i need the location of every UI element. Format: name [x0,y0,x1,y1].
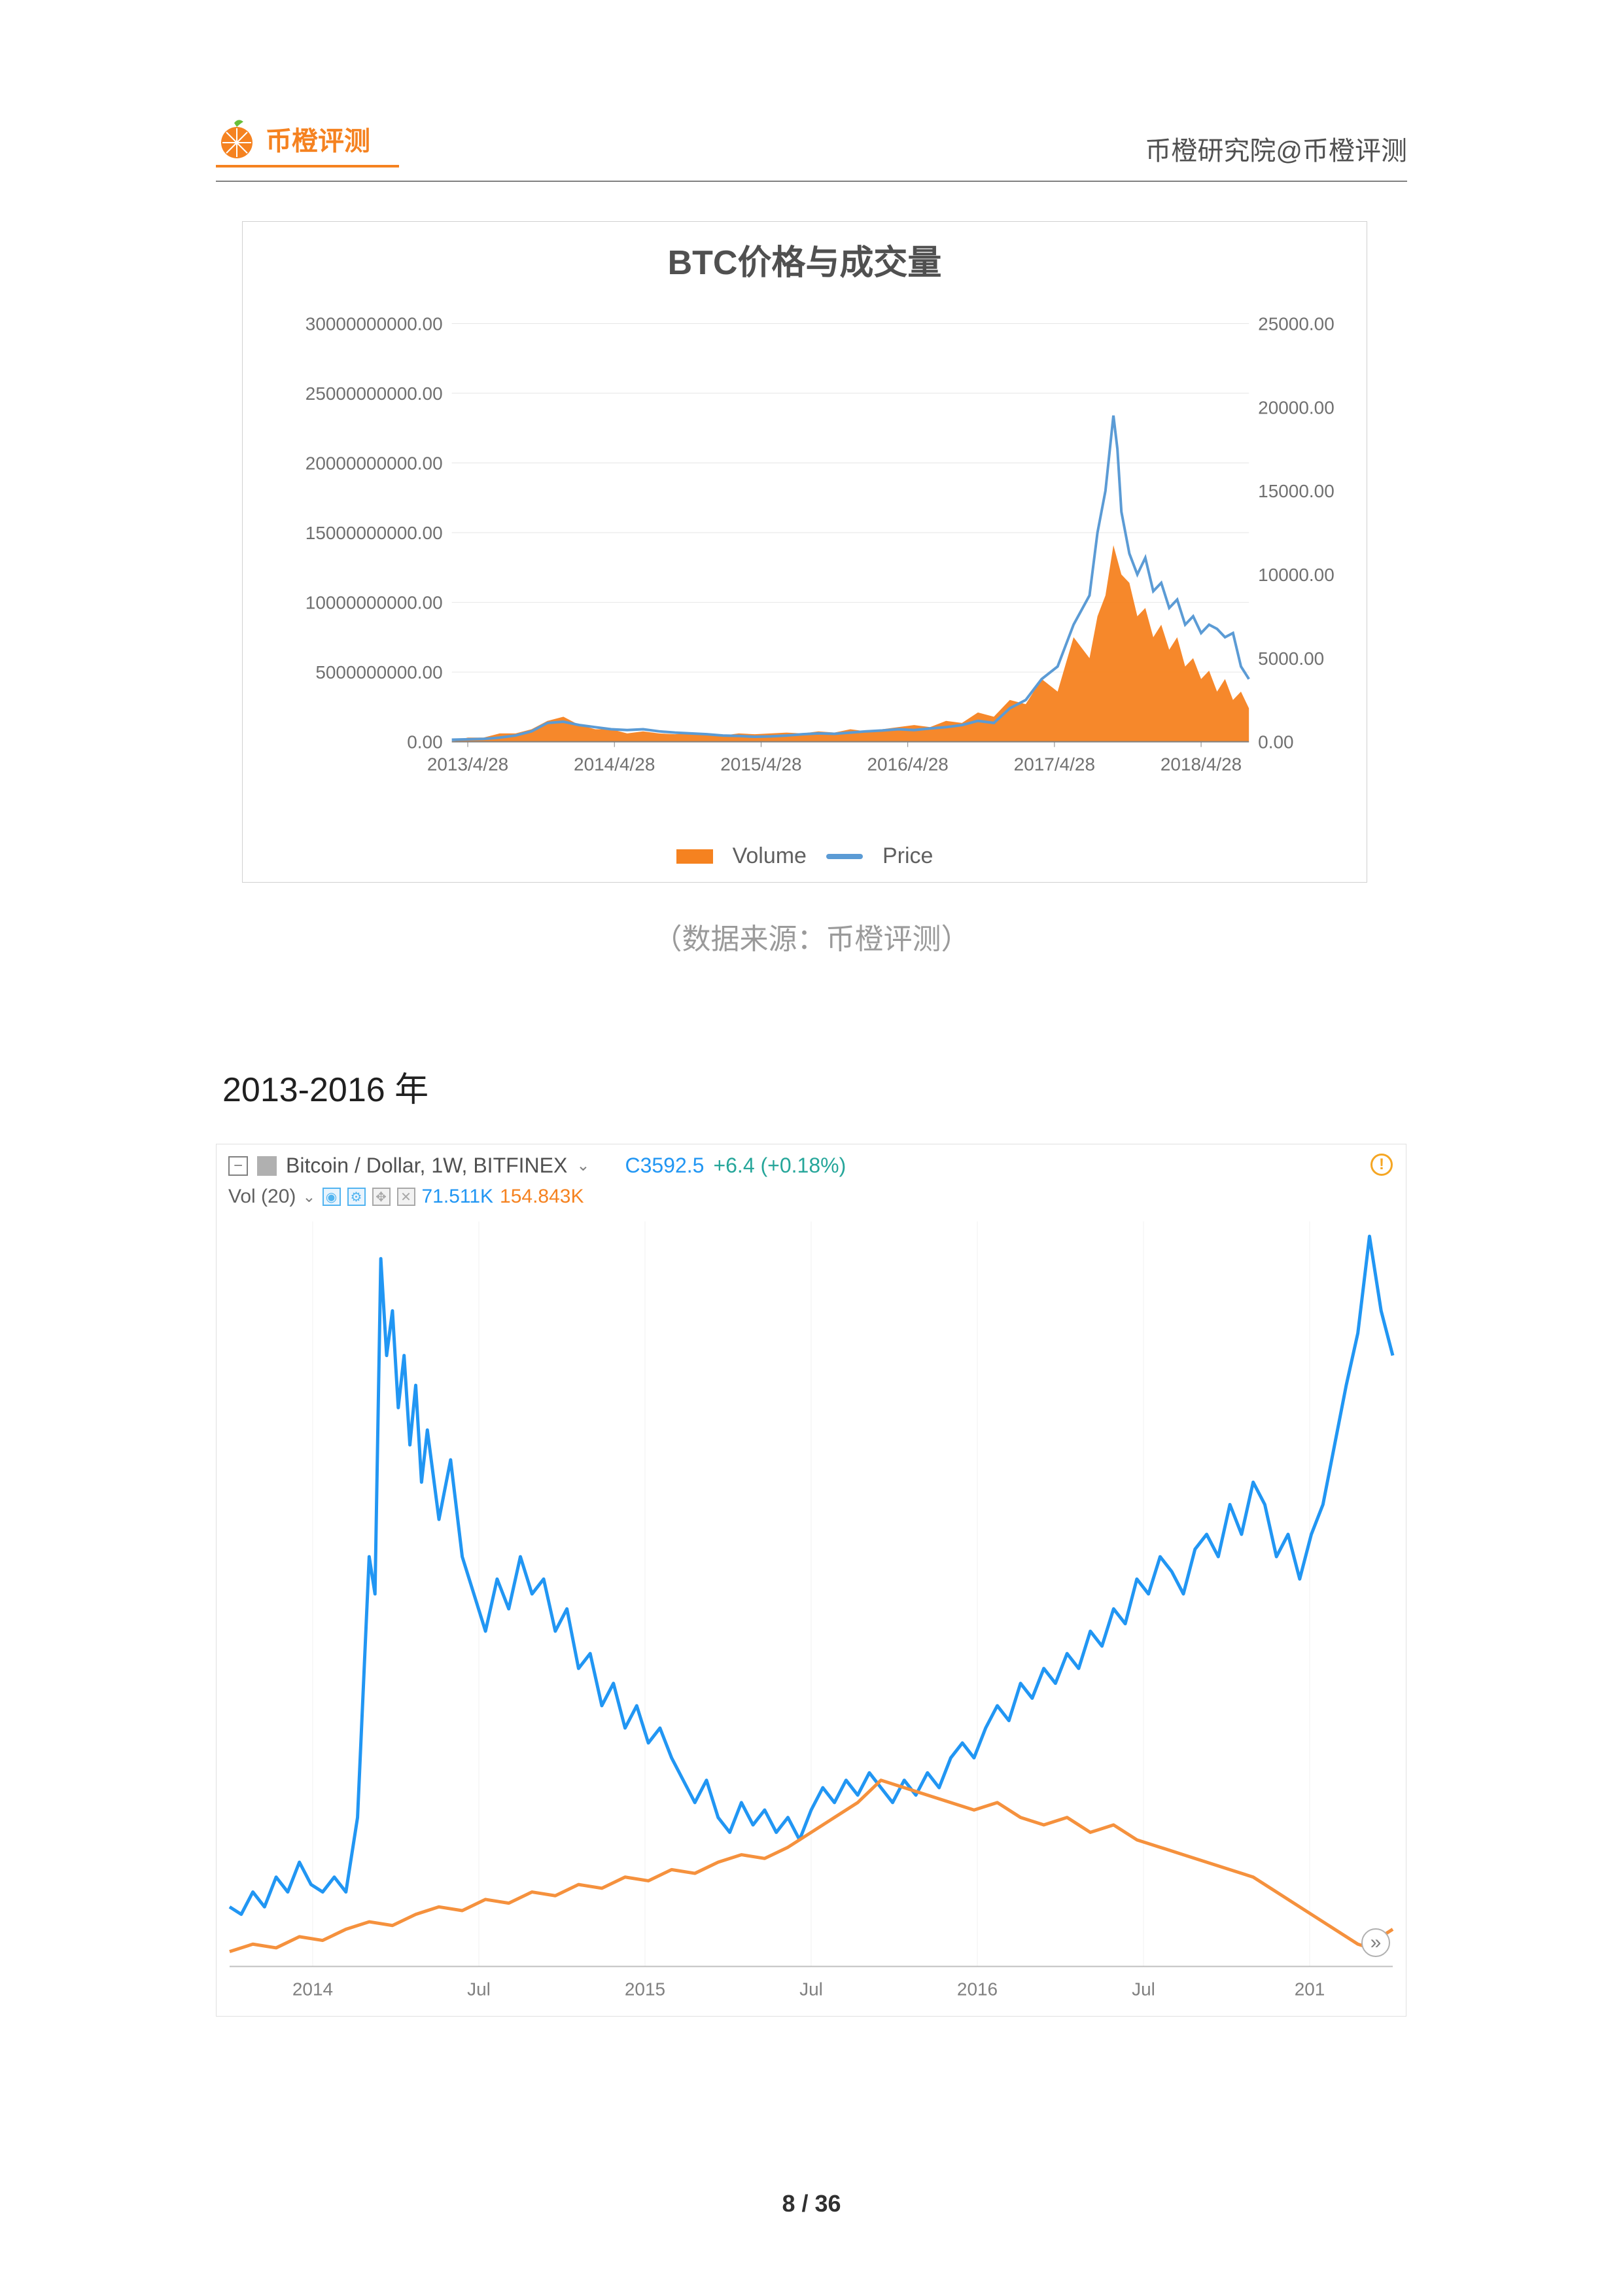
settings-icon[interactable]: ⚙ [347,1188,366,1206]
svg-text:2015: 2015 [625,1979,665,1999]
svg-text:2016: 2016 [957,1979,998,1999]
logo-block: 币橙评测 [216,118,399,168]
legend-label-volume: Volume [733,843,807,869]
pair-label[interactable]: Bitcoin / Dollar, 1W, BITFINEX [286,1154,567,1178]
chart2-subheader: Vol (20) ⌄ ◉ ⚙ ✥ ✕ 71.511K 154.843K [217,1182,1406,1214]
svg-text:2015/4/28: 2015/4/28 [720,754,801,775]
svg-text:25000.00: 25000.00 [1258,313,1335,334]
svg-text:0.00: 0.00 [407,732,442,752]
svg-text:15000000000.00: 15000000000.00 [305,523,443,543]
svg-text:2013/4/28: 2013/4/28 [427,754,508,775]
header-divider [216,181,1407,182]
move-icon[interactable]: ✥ [372,1188,391,1206]
svg-text:20000.00: 20000.00 [1258,397,1335,417]
chart2-svg: 2014 Jul 2015 Jul 2016 Jul 201 [217,1214,1406,2013]
legend-label-price: Price [882,843,933,869]
svg-text:2016/4/28: 2016/4/28 [867,754,948,775]
page-total: 36 [815,2190,841,2217]
chart2-header: − Bitcoin / Dollar, 1W, BITFINEX ⌄ C3592… [217,1144,1406,1182]
vol-value-a: 71.511K [422,1186,494,1208]
scroll-right-icon[interactable]: » [1361,1928,1390,1957]
chevron-down-icon[interactable]: ⌄ [302,1188,315,1207]
svg-text:Jul: Jul [1132,1979,1155,1999]
svg-text:30000000000.00: 30000000000.00 [305,313,443,334]
change-abs: +6.4 [713,1154,754,1177]
logo-text: 币橙评测 [266,120,370,158]
svg-text:2014: 2014 [292,1979,333,1999]
page-sep: / [795,2190,814,2217]
close-value: 3592.5 [640,1154,705,1177]
svg-text:5000.00: 5000.00 [1258,648,1324,669]
legend-swatch-price [826,854,863,859]
orange-logo-icon [216,118,258,160]
page-footer: 8 / 36 [0,2190,1623,2217]
chart2-container: − Bitcoin / Dollar, 1W, BITFINEX ⌄ C3592… [216,1144,1406,2017]
chart1-title: BTC价格与成交量 [262,235,1347,284]
alert-icon[interactable]: ! [1370,1154,1393,1176]
chevron-down-icon[interactable]: ⌄ [576,1156,589,1175]
header-right-text: 币橙研究院@币橙评测 [1145,130,1407,168]
change-pct: (+0.18%) [761,1154,846,1177]
svg-text:10000000000.00: 10000000000.00 [305,593,443,613]
svg-text:15000.00: 15000.00 [1258,481,1335,501]
svg-text:2014/4/28: 2014/4/28 [574,754,655,775]
collapse-toggle-icon[interactable]: − [228,1156,248,1176]
svg-text:0.00: 0.00 [1258,732,1293,752]
svg-text:10000.00: 10000.00 [1258,565,1335,585]
legend-swatch-volume [676,849,713,864]
svg-text:2017/4/28: 2017/4/28 [1014,754,1095,775]
svg-text:Jul: Jul [467,1979,491,1999]
svg-text:5000000000.00: 5000000000.00 [315,662,442,682]
close-icon[interactable]: ✕ [397,1188,415,1206]
svg-text:20000000000.00: 20000000000.00 [305,453,443,474]
vol-value-b: 154.843K [500,1186,584,1208]
svg-text:2018/4/28: 2018/4/28 [1161,754,1242,775]
page-number: 8 [782,2190,795,2217]
chart1-legend: Volume Price [262,843,1347,869]
eye-icon[interactable]: ◉ [323,1188,341,1206]
svg-text:Jul: Jul [799,1979,823,1999]
chart1-svg: 0.00 5000000000.00 10000000000.00 150000000… [262,297,1347,834]
section-heading: 2013-2016 年 [222,1062,1407,1111]
svg-text:201: 201 [1295,1979,1325,1999]
chart1-container: BTC价格与成交量 0.00 5000000000.00 10000000000.0… [242,221,1367,883]
close-indicator: C3592.5 [625,1154,704,1178]
chart1-caption: （数据来源：币橙评测） [216,915,1407,957]
page-header: 币橙评测 币橙研究院@币橙评测 [216,118,1407,168]
svg-text:25000000000.00: 25000000000.00 [305,383,443,404]
symbol-color-icon [257,1156,277,1176]
vol-label: Vol (20) [228,1186,296,1208]
close-label: C [625,1154,640,1177]
price-change: +6.4 (+0.18%) [713,1154,846,1178]
